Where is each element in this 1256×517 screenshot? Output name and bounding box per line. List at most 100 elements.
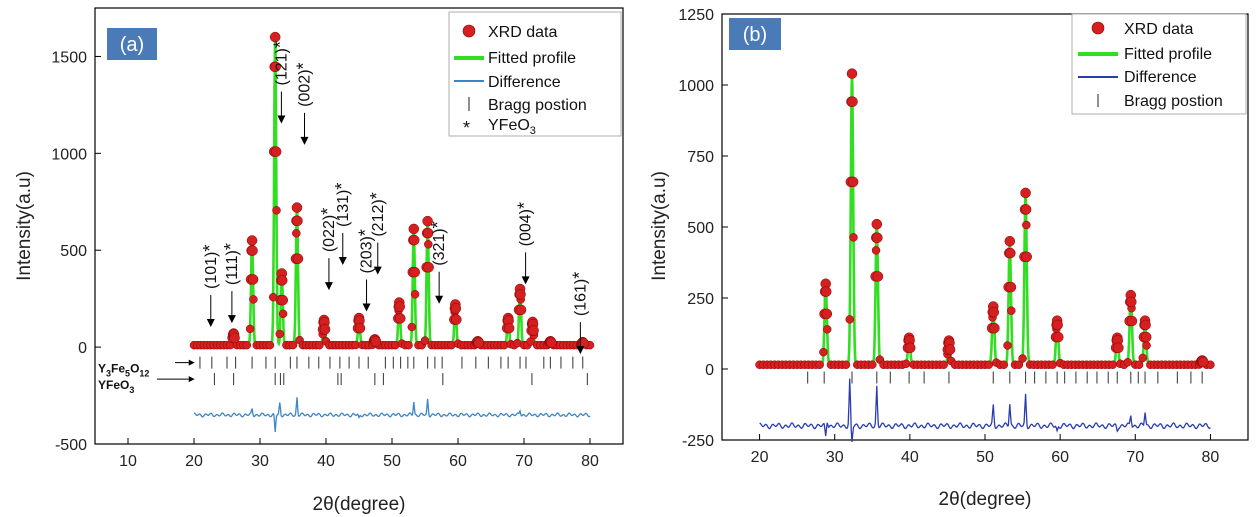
data-point — [410, 290, 420, 299]
y-tick-label-b: 250 — [687, 291, 714, 308]
data-point — [515, 304, 527, 316]
data-point — [1108, 360, 1117, 369]
legend-label-yfeo-a: YFeO3 — [488, 117, 536, 137]
data-point — [820, 286, 832, 297]
xrd-data-points-b — [755, 68, 1215, 369]
data-point — [1018, 354, 1027, 363]
data-point — [1020, 187, 1031, 199]
difference-curve-a — [194, 397, 591, 432]
data-point — [354, 322, 366, 334]
hkl-annotation-a: (161)* — [569, 272, 589, 316]
data-point — [871, 246, 881, 255]
bragg-row-a — [213, 373, 588, 386]
y-tick-label-b: 500 — [687, 220, 714, 237]
hkl-annotation-a: (131)* — [332, 183, 352, 227]
x-tick-label-a: 10 — [119, 453, 137, 470]
data-point — [247, 245, 258, 256]
data-point — [1198, 356, 1209, 368]
data-point — [904, 342, 916, 354]
data-point — [1048, 360, 1057, 369]
legend-label-data-b: XRD data — [1124, 21, 1193, 38]
data-point — [872, 232, 883, 243]
data-point — [277, 294, 289, 306]
data-point — [395, 313, 406, 324]
hkl-annotation-a: (111)* — [221, 243, 241, 285]
data-point — [528, 325, 539, 336]
data-point — [292, 229, 301, 238]
data-point — [821, 308, 833, 320]
x-tick-label-b: 20 — [751, 449, 769, 466]
hkl-arrowhead-a — [300, 136, 309, 145]
data-point — [451, 314, 462, 325]
data-point — [1005, 281, 1017, 293]
data-point — [424, 240, 433, 249]
x-tick-label-b: 70 — [1126, 449, 1144, 466]
data-point — [1003, 341, 1012, 350]
data-point — [815, 360, 824, 369]
y-tick-label-b: 0 — [705, 362, 714, 379]
data-point — [409, 266, 421, 278]
data-point — [546, 337, 557, 348]
data-point — [1021, 251, 1032, 263]
data-point — [408, 234, 420, 246]
data-point — [1020, 204, 1032, 215]
y-tick-label-b: -250 — [682, 433, 714, 450]
panel-b: 20 30 40 50 60 70 80 -250 0 250 500 750 1000 1250 (b)… — [649, 7, 1249, 510]
data-point — [270, 61, 281, 72]
data-point — [292, 253, 304, 264]
data-point — [245, 324, 255, 334]
data-point — [822, 325, 832, 334]
y-tick-label-a: 1000 — [51, 146, 87, 163]
difference-curve-b — [759, 378, 1211, 443]
y-tick-label-a: 0 — [78, 340, 87, 357]
x-tick-label-a: 50 — [383, 453, 401, 470]
x-axis-label-b: 2θ(degree) — [939, 489, 1032, 510]
legend-label-diff-a: Difference — [488, 74, 561, 91]
hkl-arrowhead-a — [338, 256, 347, 265]
data-point — [422, 215, 433, 227]
hkl-annotation-a: (004)* — [515, 202, 535, 246]
data-point — [1052, 319, 1063, 331]
x-tick-label-b: 80 — [1202, 449, 1220, 466]
data-point — [1138, 353, 1148, 363]
data-point — [1005, 247, 1016, 259]
data-point — [1126, 315, 1138, 327]
data-point — [315, 340, 324, 350]
hkl-arrowhead-a — [206, 318, 215, 327]
bragg-row-b — [807, 371, 1203, 384]
data-point — [944, 344, 956, 355]
data-point — [1140, 319, 1151, 331]
data-point — [503, 322, 515, 334]
legend-box-a — [448, 11, 622, 137]
hkl-annotation-a: (101)* — [200, 245, 220, 289]
hkl-arrowhead-a — [435, 295, 444, 304]
data-point — [578, 338, 589, 349]
data-point — [319, 324, 331, 335]
data-point — [871, 218, 883, 230]
data-point — [1007, 306, 1016, 315]
legend-b: XRD data Fitted profile Difference Bragg… — [1071, 13, 1247, 115]
data-point — [270, 146, 282, 157]
bragg-row-arrowhead-a — [188, 376, 195, 383]
data-point — [242, 340, 252, 350]
x-tick-label-b: 60 — [1051, 449, 1069, 466]
data-point — [370, 336, 382, 347]
data-point — [450, 303, 462, 314]
x-tick-label-a: 30 — [251, 453, 269, 470]
data-point — [984, 360, 994, 369]
y-tick-label-a: 500 — [60, 243, 87, 260]
y-axis-label-a: Intensity(a.u) — [14, 171, 35, 281]
data-point — [246, 235, 258, 246]
y-axis-label-b: Intensity(a.u) — [649, 171, 670, 281]
hkl-annotation-a: (212)* — [367, 192, 387, 236]
data-point — [1113, 342, 1124, 354]
legend-label-bragg-a: Bragg postion — [488, 97, 587, 114]
data-point — [291, 202, 303, 213]
data-point — [989, 322, 1000, 334]
hkl-annotation-a: (203)* — [356, 229, 376, 273]
hkl-arrowhead-a — [277, 115, 286, 124]
data-point — [841, 360, 851, 369]
data-point — [394, 301, 405, 312]
x-axis-label-a: 2θ(degree) — [313, 494, 406, 515]
